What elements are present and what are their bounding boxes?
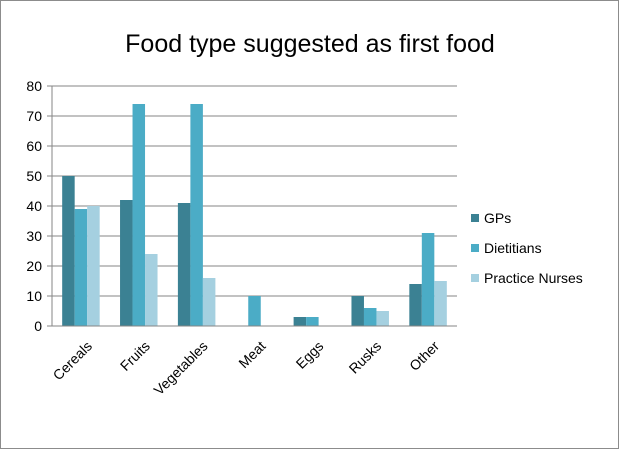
bar-dietitians-vegetables xyxy=(190,104,203,326)
y-tick-label: 40 xyxy=(26,198,42,214)
bar-practice-nurses-vegetables xyxy=(202,278,216,326)
x-tick-label: Cereals xyxy=(50,338,95,383)
y-tick-label: 20 xyxy=(26,258,42,274)
bar-practice-nurses-cereals xyxy=(87,206,100,326)
legend-label: GPs xyxy=(484,210,511,226)
bar-gps-eggs xyxy=(293,317,307,326)
bar-dietitians-cereals xyxy=(74,209,88,326)
x-tick-label: Rusks xyxy=(346,338,385,377)
y-tick-label: 30 xyxy=(26,228,42,244)
bar-gps-fruits xyxy=(120,200,133,326)
bar-practice-nurses-rusks xyxy=(376,311,389,326)
y-tick-label: 70 xyxy=(26,108,42,124)
y-tick-label: 50 xyxy=(26,168,42,184)
legend-swatch xyxy=(471,274,479,282)
legend-swatch xyxy=(471,244,479,252)
y-tick-label: 80 xyxy=(26,78,42,94)
legend: GPs Dietitians Practice Nurses xyxy=(471,210,583,286)
chart-title: Food type suggested as first food xyxy=(125,30,495,58)
bar-gps-other xyxy=(409,284,422,326)
legend-swatch xyxy=(471,214,479,222)
legend-label: Practice Nurses xyxy=(484,270,583,286)
bar-dietitians-meat xyxy=(248,296,261,326)
bars xyxy=(62,104,447,326)
x-tick-label: Eggs xyxy=(293,338,327,372)
bar-gps-cereals xyxy=(62,176,75,326)
bar-dietitians-rusks xyxy=(363,308,377,326)
x-tick-label: Fruits xyxy=(117,338,153,374)
gridlines xyxy=(52,85,457,327)
y-axis: 0 10 20 30 40 50 60 70 80 xyxy=(26,78,53,334)
bar-gps-vegetables xyxy=(177,203,191,326)
legend-label: Dietitians xyxy=(484,240,542,256)
bar-dietitians-eggs xyxy=(306,317,319,326)
x-tick-label: Meat xyxy=(235,338,268,371)
bar-practice-nurses-other xyxy=(434,281,447,326)
y-tick-label: 0 xyxy=(34,318,42,334)
y-tick-label: 60 xyxy=(26,138,42,154)
x-tick-label: Other xyxy=(406,338,442,374)
y-tick-label: 10 xyxy=(26,288,42,304)
bar-gps-rusks xyxy=(351,296,364,326)
bar-dietitians-fruits xyxy=(132,104,146,326)
bar-dietitians-other xyxy=(421,233,435,326)
bar-practice-nurses-fruits xyxy=(145,254,158,326)
x-tick-label: Vegetables xyxy=(150,338,210,398)
